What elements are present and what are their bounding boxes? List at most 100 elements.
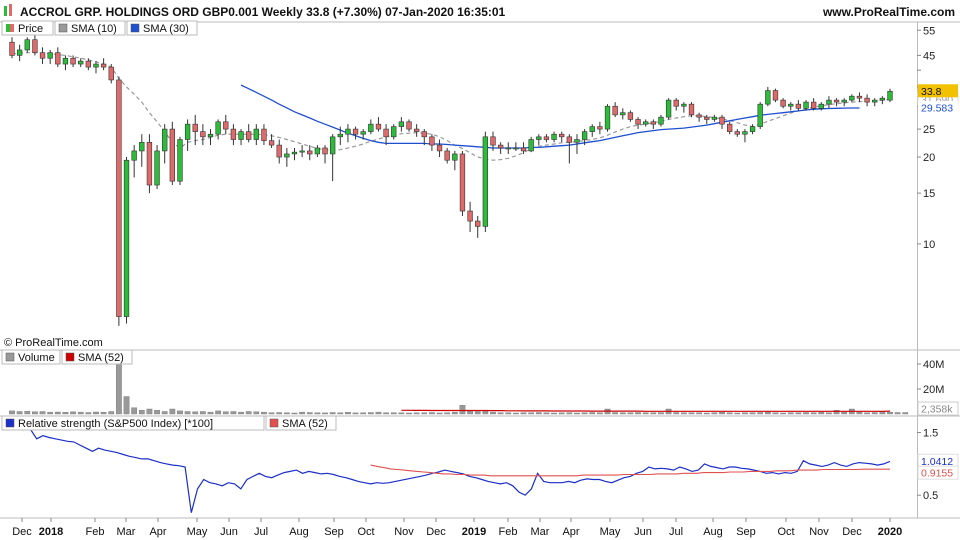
candle (70, 55, 76, 68)
volume-bar (803, 412, 809, 415)
candle-body (139, 141, 145, 152)
candle (788, 102, 794, 111)
time-tick-label: 2018 (39, 526, 63, 538)
price-tick-label: 45 (923, 50, 935, 62)
volume-bar (749, 412, 756, 415)
candle (734, 129, 740, 137)
price-tick-label: 10 (923, 239, 935, 251)
candle (223, 114, 229, 135)
candle (131, 145, 137, 178)
candle (238, 129, 244, 146)
candle-body (604, 105, 611, 130)
candle (78, 58, 84, 68)
candle (345, 124, 351, 143)
candle (841, 98, 847, 107)
candle (490, 131, 496, 151)
time-tick-label: 2019 (462, 526, 486, 538)
candle-body (627, 112, 634, 120)
volume-bar (62, 412, 69, 415)
volume-bar (367, 412, 374, 415)
legend-item: SMA (30) (126, 20, 198, 36)
last-price-tag: 33.8 (918, 84, 958, 98)
candle (299, 145, 305, 158)
candle (230, 124, 237, 146)
candle-body (177, 139, 183, 182)
candle-body (872, 99, 878, 103)
sma30-value-tag: 29.583 (918, 100, 958, 114)
volume-bar (429, 412, 435, 415)
volume-bar (375, 411, 382, 415)
candle (9, 37, 15, 59)
candle (803, 100, 809, 111)
volume-bar (810, 412, 817, 415)
volume-sma-line (401, 409, 891, 412)
candle (184, 119, 191, 151)
candle (879, 96, 886, 105)
legend-box (1, 349, 61, 365)
volume-bar (703, 412, 710, 415)
candle (429, 134, 435, 151)
candle (872, 98, 878, 107)
candle-body (612, 105, 618, 116)
candle (322, 145, 328, 164)
site-label[interactable]: www.ProRealTime.com (822, 5, 955, 19)
candle (711, 114, 718, 122)
candle-body (681, 103, 687, 107)
volume-bar (520, 412, 527, 415)
candle-body (421, 131, 427, 138)
volume-bar (329, 412, 336, 415)
time-tick-label: Feb (499, 526, 518, 538)
volume-bar (32, 411, 38, 415)
volume-bar (826, 412, 832, 415)
volume-bar (566, 412, 573, 415)
candle-body (261, 128, 267, 141)
volume-bar (123, 396, 130, 415)
volume-bar (482, 410, 489, 415)
candle-body (169, 128, 175, 182)
candle-body (810, 101, 817, 109)
volume-bar (70, 411, 76, 415)
candle-body (597, 126, 603, 130)
volume-bar (673, 412, 680, 415)
candle (719, 114, 725, 130)
candle (887, 88, 893, 103)
candle (32, 34, 38, 56)
candle (818, 102, 824, 111)
candle-body (520, 147, 527, 152)
rs-value-tag: 1.0412 (917, 453, 959, 468)
candle (444, 147, 450, 164)
candle-body (490, 136, 496, 146)
candle-legend-icon (6, 24, 10, 32)
time-tick-label: Jun (220, 526, 238, 538)
candle (116, 76, 122, 326)
volume-value-box (917, 401, 959, 416)
candle-body (459, 153, 466, 212)
candle-body (360, 131, 366, 135)
volume-bar (138, 410, 145, 415)
candle (276, 139, 282, 164)
price-tick-label: 15 (923, 188, 935, 200)
candle (200, 124, 206, 146)
candle (612, 102, 618, 118)
time-tick-label: Nov (809, 526, 829, 538)
header-icon[interactable] (4, 4, 12, 16)
candle (452, 150, 458, 171)
candle (421, 129, 427, 146)
time-tick-label: 2020 (878, 526, 902, 538)
volume-bar (650, 412, 657, 415)
candle-body (429, 136, 435, 146)
candle-body (238, 131, 244, 140)
candle-body (47, 52, 53, 59)
rs-tick-label: 0.5 (923, 490, 938, 502)
volume-bar (795, 412, 802, 415)
time-tick-label: Oct (357, 526, 374, 538)
candle-body (184, 123, 191, 140)
legend-label: SMA (30) (143, 23, 189, 35)
candle-body (131, 150, 137, 161)
volume-bar (390, 412, 397, 415)
candle (658, 114, 664, 127)
candle (146, 134, 153, 194)
candle (742, 129, 748, 143)
rs-sma-value-tag-text: 0.9155 (921, 468, 953, 480)
volume-bar (222, 411, 229, 415)
